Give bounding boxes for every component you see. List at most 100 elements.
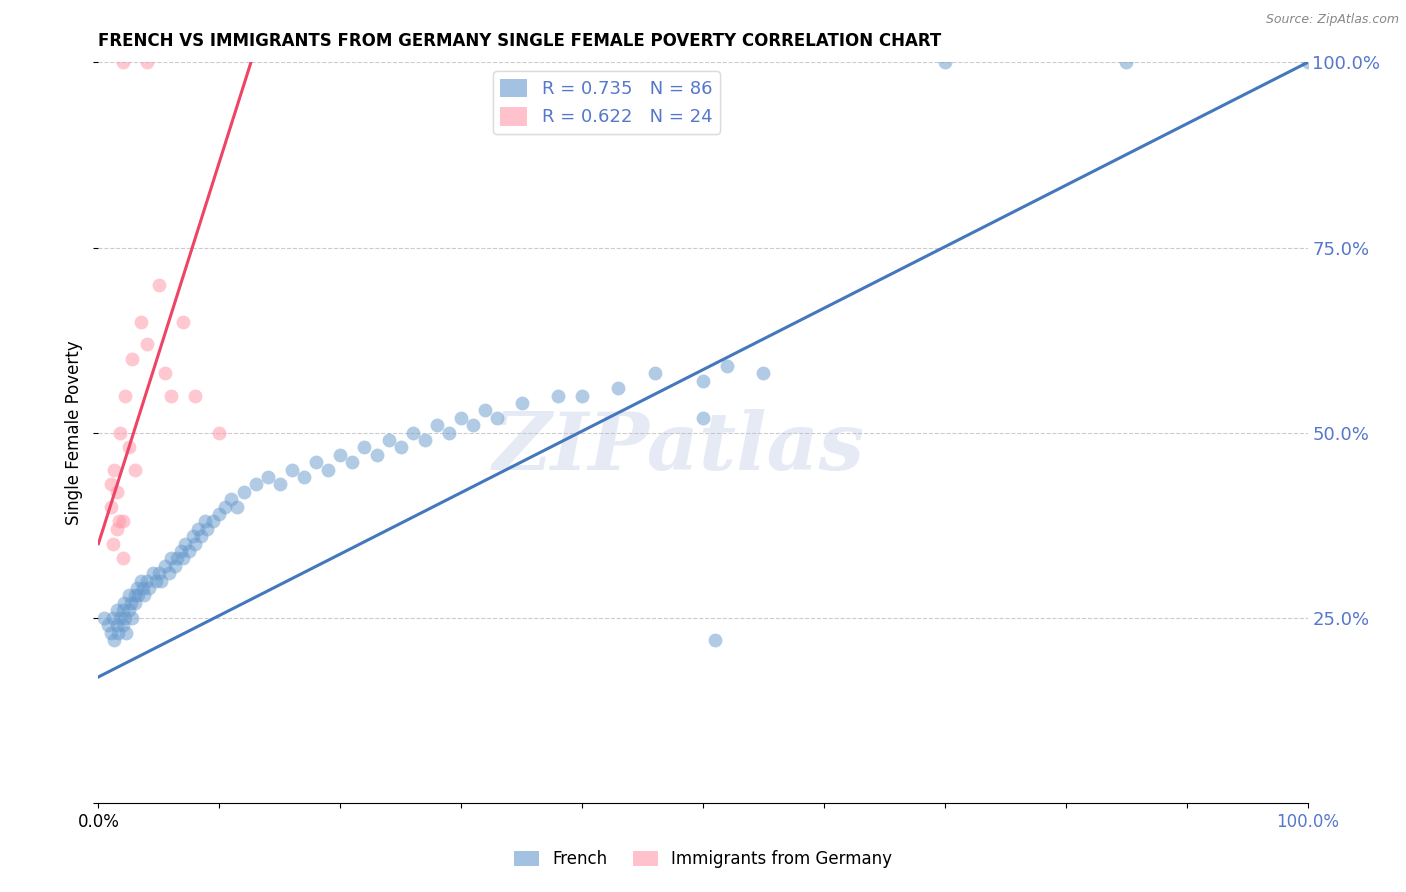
Point <box>150 574 173 588</box>
Point <box>100 477 122 491</box>
Point <box>752 367 775 381</box>
Point <box>716 359 738 373</box>
Point <box>181 529 204 543</box>
Point <box>100 625 122 640</box>
Point <box>269 477 291 491</box>
Point <box>413 433 436 447</box>
Point <box>184 536 207 550</box>
Point <box>214 500 236 514</box>
Point <box>124 462 146 476</box>
Point <box>145 574 167 588</box>
Point <box>127 589 149 603</box>
Point <box>124 596 146 610</box>
Point <box>111 603 134 617</box>
Point <box>105 522 128 536</box>
Point <box>163 558 186 573</box>
Point <box>114 388 136 402</box>
Point <box>115 625 138 640</box>
Point <box>93 610 115 624</box>
Point <box>148 566 170 581</box>
Point <box>105 618 128 632</box>
Text: FRENCH VS IMMIGRANTS FROM GERMANY SINGLE FEMALE POVERTY CORRELATION CHART: FRENCH VS IMMIGRANTS FROM GERMANY SINGLE… <box>98 32 942 50</box>
Point <box>202 515 225 529</box>
Point <box>172 314 194 328</box>
Point <box>450 410 472 425</box>
Point <box>692 410 714 425</box>
Point <box>135 55 157 70</box>
Point <box>97 618 120 632</box>
Point <box>607 381 630 395</box>
Y-axis label: Single Female Poverty: Single Female Poverty <box>65 341 83 524</box>
Point <box>160 551 183 566</box>
Point <box>190 529 212 543</box>
Point <box>108 515 131 529</box>
Point <box>129 574 152 588</box>
Point <box>132 581 155 595</box>
Point <box>101 610 124 624</box>
Point <box>107 625 129 640</box>
Point <box>232 484 254 499</box>
Point <box>187 522 209 536</box>
Point <box>226 500 249 514</box>
Point <box>120 596 142 610</box>
Legend: R = 0.735   N = 86, R = 0.622   N = 24: R = 0.735 N = 86, R = 0.622 N = 24 <box>494 71 720 134</box>
Point <box>342 455 364 469</box>
Point <box>129 314 152 328</box>
Point <box>105 484 128 499</box>
Point <box>179 544 201 558</box>
Point <box>105 603 128 617</box>
Point <box>292 470 315 484</box>
Point <box>153 558 176 573</box>
Point <box>389 441 412 455</box>
Point <box>1115 55 1137 70</box>
Point <box>118 441 141 455</box>
Point <box>221 492 243 507</box>
Point <box>124 589 146 603</box>
Point <box>111 55 134 70</box>
Point <box>160 388 183 402</box>
Point <box>377 433 399 447</box>
Point <box>329 448 352 462</box>
Text: ZIPatlas: ZIPatlas <box>492 409 865 486</box>
Point <box>571 388 593 402</box>
Point <box>121 610 143 624</box>
Point <box>510 396 533 410</box>
Point <box>153 367 176 381</box>
Point <box>138 581 160 595</box>
Point <box>103 632 125 647</box>
Point <box>305 455 328 469</box>
Text: Source: ZipAtlas.com: Source: ZipAtlas.com <box>1265 13 1399 27</box>
Point <box>353 441 375 455</box>
Point <box>195 522 218 536</box>
Point <box>316 462 339 476</box>
Point <box>111 515 134 529</box>
Point <box>194 515 217 529</box>
Point <box>135 574 157 588</box>
Point <box>486 410 509 425</box>
Point <box>208 507 231 521</box>
Point <box>111 618 134 632</box>
Point <box>135 336 157 351</box>
Point <box>437 425 460 440</box>
Point <box>426 418 449 433</box>
Point <box>169 544 191 558</box>
Point <box>108 425 131 440</box>
Point <box>157 566 180 581</box>
Point <box>142 566 165 581</box>
Point <box>208 425 231 440</box>
Point <box>118 603 141 617</box>
Point <box>402 425 425 440</box>
Point <box>100 500 122 514</box>
Point <box>934 55 956 70</box>
Legend: French, Immigrants from Germany: French, Immigrants from Germany <box>508 844 898 875</box>
Point <box>704 632 727 647</box>
Point <box>463 418 485 433</box>
Point <box>101 536 124 550</box>
Point <box>281 462 304 476</box>
Point <box>114 610 136 624</box>
Point <box>134 589 156 603</box>
Point <box>174 536 197 550</box>
Point <box>692 374 714 388</box>
Point <box>148 277 170 292</box>
Point <box>1296 55 1319 70</box>
